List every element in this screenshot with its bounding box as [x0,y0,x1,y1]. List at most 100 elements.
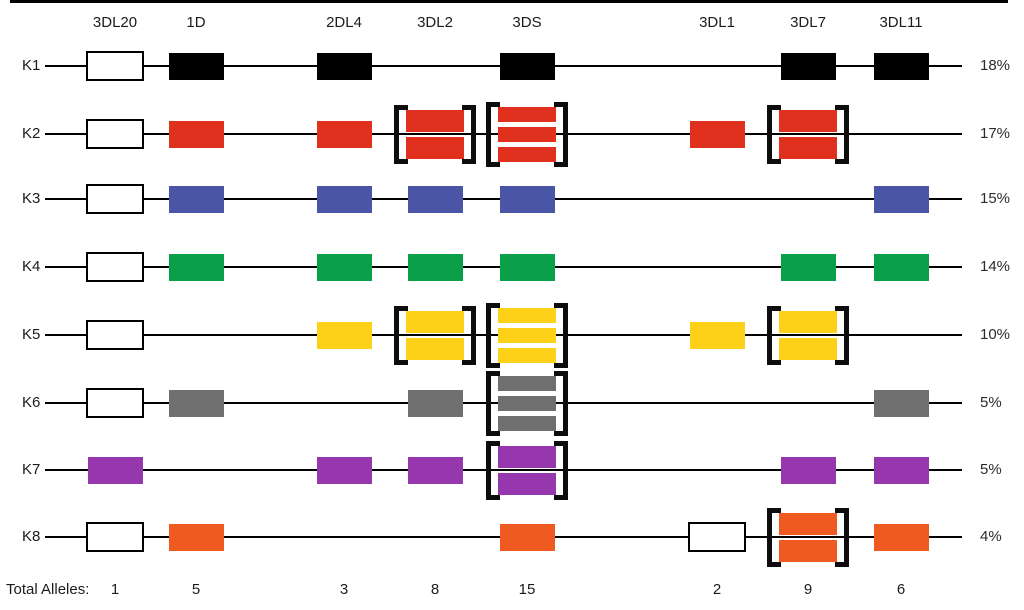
allele-segment [498,126,556,142]
gene-box-K4-3DL11 [873,253,929,281]
allele-segment [779,337,837,360]
row-label-K6: K6 [22,394,41,411]
allele-bracket-right-K5-3DL7 [835,305,849,365]
row-label-K7: K7 [22,461,41,478]
gene-box-K3-3DS [499,185,555,213]
gene-box-K1-2DL4 [316,52,372,80]
gene-box-K7-3DL2 [407,456,463,484]
percent-label-K8: 4% [980,528,1002,545]
gene-header-3DL2: 3DL2 [417,14,453,31]
allele-bracket-right-K8-3DL7 [835,507,849,567]
allele-segment [406,136,464,159]
gene-box-K1-3DS [499,52,555,80]
allele-stack-K5-3DL2 [406,310,464,360]
gene-box-K5-3DL1 [689,321,745,349]
allele-bracket-left-K7-3DS [486,440,500,500]
row-label-K2: K2 [22,125,41,142]
percent-label-K2: 17% [980,125,1011,142]
allele-bracket-right-K5-3DS [554,302,568,368]
total-count-3DL20: 1 [110,581,120,598]
total-count-1D: 5 [191,581,201,598]
allele-bracket-left-K8-3DL7 [767,507,781,567]
allele-stack-K2-3DL7 [779,109,837,159]
allele-segment [779,310,837,333]
total-count-3DL2: 8 [430,581,440,598]
gene-box-K3-3DL2 [407,185,463,213]
allele-stack-K2-3DL2 [406,109,464,159]
allele-bracket-right-K2-3DL2 [462,104,476,164]
allele-stack-K5-3DS [498,307,556,363]
percent-label-K7: 5% [980,461,1002,478]
gene-box-K1-3DL7 [780,52,836,80]
gene-box-K1-3DL20 [86,51,144,81]
gene-box-K7-3DL7 [780,456,836,484]
gene-box-K2-2DL4 [316,120,372,148]
gene-box-K4-3DL20 [86,252,144,282]
gene-box-K8-3DL11 [873,523,929,551]
allele-bracket-left-K5-3DL7 [767,305,781,365]
gene-box-K8-3DS [499,523,555,551]
allele-segment [498,146,556,162]
total-count-3DL7: 9 [803,581,813,598]
allele-bracket-left-K2-3DS [486,101,500,167]
allele-stack-K5-3DL7 [779,310,837,360]
allele-bracket-right-K5-3DL2 [462,305,476,365]
gene-box-K1-1D [168,52,224,80]
allele-segment [498,106,556,122]
allele-segment [498,375,556,391]
gene-header-2DL4: 2DL4 [326,14,362,31]
allele-segment [779,539,837,562]
gene-box-K4-1D [168,253,224,281]
allele-stack-K2-3DS [498,106,556,162]
gene-box-K7-3DL11 [873,456,929,484]
allele-bracket-right-K6-3DS [554,370,568,436]
gene-box-K7-2DL4 [316,456,372,484]
allele-segment [406,109,464,132]
allele-segment [498,307,556,323]
gene-box-K3-2DL4 [316,185,372,213]
gene-box-K5-2DL4 [316,321,372,349]
gene-box-K6-3DL2 [407,389,463,417]
row-label-K4: K4 [22,258,41,275]
allele-bracket-right-K2-3DS [554,101,568,167]
gene-box-K2-1D [168,120,224,148]
gene-box-K1-3DL11 [873,52,929,80]
allele-segment [779,512,837,535]
allele-bracket-right-K7-3DS [554,440,568,500]
row-label-K8: K8 [22,528,41,545]
allele-segment [406,337,464,360]
total-alleles-label: Total Alleles: [6,581,90,598]
allele-segment [498,415,556,431]
gene-box-K8-3DL1 [688,522,746,552]
allele-stack-K6-3DS [498,375,556,431]
gene-box-K2-3DL1 [689,120,745,148]
gene-box-K5-3DL20 [86,320,144,350]
total-count-3DS: 15 [518,581,536,598]
gene-box-K8-1D [168,523,224,551]
allele-bracket-left-K2-3DL7 [767,104,781,164]
gene-box-K6-3DL20 [86,388,144,418]
allele-bracket-right-K2-3DL7 [835,104,849,164]
row-label-K5: K5 [22,326,41,343]
gene-box-K3-3DL11 [873,185,929,213]
gene-header-3DL20: 3DL20 [92,14,138,31]
allele-segment [498,395,556,411]
gene-box-K8-3DL20 [86,522,144,552]
gene-box-K4-2DL4 [316,253,372,281]
allele-bracket-left-K2-3DL2 [394,104,408,164]
allele-bracket-left-K6-3DS [486,370,500,436]
allele-segment [779,136,837,159]
gene-box-K7-3DL20 [87,456,143,484]
gene-header-3DL7: 3DL7 [790,14,826,31]
row-line-K7 [45,469,962,471]
gene-box-K6-3DL11 [873,389,929,417]
percent-label-K4: 14% [980,258,1011,275]
allele-stack-K8-3DL7 [779,512,837,562]
row-label-K1: K1 [22,57,41,74]
percent-label-K5: 10% [980,326,1011,343]
row-label-K3: K3 [22,190,41,207]
allele-segment [498,472,556,495]
percent-label-K3: 15% [980,190,1011,207]
allele-segment [779,109,837,132]
